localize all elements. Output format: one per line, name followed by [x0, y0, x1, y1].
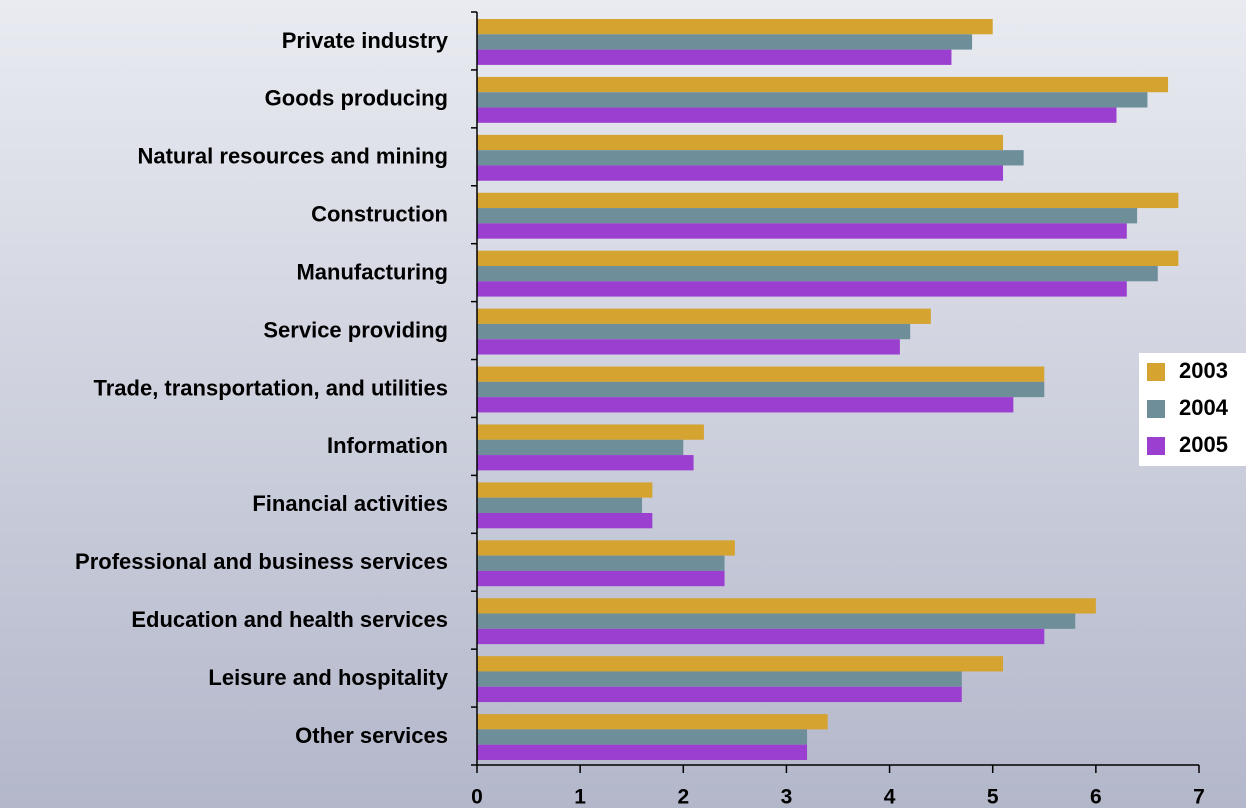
bar: [477, 107, 1117, 123]
y-tick-label: Other services: [295, 723, 448, 748]
bar: [477, 628, 1045, 645]
bar: [477, 208, 1138, 224]
bar: [477, 223, 1127, 239]
bar: [477, 455, 694, 471]
bar: [477, 339, 900, 355]
legend-label: 2003: [1179, 358, 1228, 383]
bar: [477, 134, 1004, 151]
x-tick-label: 7: [1193, 786, 1205, 808]
y-tick-label: Natural resources and mining: [137, 144, 448, 169]
bar: [477, 439, 684, 456]
bar: [477, 613, 1076, 629]
bar: [477, 250, 1179, 266]
bar: [477, 381, 1045, 398]
legend-swatch: [1147, 437, 1165, 455]
bar: [477, 308, 931, 324]
bar: [477, 497, 643, 513]
bar: [477, 686, 962, 703]
bar: [477, 323, 911, 340]
bar: [477, 192, 1179, 209]
x-tick-label: 1: [574, 786, 586, 808]
bar: [477, 281, 1127, 297]
bar: [477, 265, 1158, 282]
x-tick-label: 5: [987, 786, 999, 808]
bar: [477, 482, 653, 498]
bar: [477, 19, 993, 35]
legend-label: 2005: [1179, 432, 1228, 457]
bar: [477, 555, 725, 571]
y-tick-label: Manufacturing: [296, 259, 448, 284]
bar: [477, 76, 1169, 93]
legend-swatch: [1147, 363, 1165, 381]
bar: [477, 729, 808, 745]
y-tick-label: Construction: [311, 202, 448, 227]
bar: [477, 570, 725, 587]
bar: [477, 366, 1045, 382]
bar: [477, 92, 1148, 108]
bar: [477, 150, 1024, 166]
bar: [477, 671, 962, 687]
x-tick-label: 6: [1090, 786, 1102, 808]
bar: [477, 397, 1014, 413]
legend-label: 2004: [1179, 395, 1229, 420]
y-tick-label: Goods producing: [265, 86, 448, 111]
bar: [477, 540, 735, 556]
bar: [477, 512, 653, 529]
x-tick-label: 4: [884, 786, 896, 808]
bar: [477, 656, 1004, 672]
bar: [477, 424, 704, 440]
x-tick-label: 2: [677, 786, 689, 808]
bar: [477, 598, 1096, 614]
y-tick-label: Information: [327, 433, 448, 458]
y-tick-label: Trade, transportation, and utilities: [94, 375, 449, 400]
y-tick-label: Education and health services: [131, 607, 448, 632]
x-tick-label: 0: [471, 786, 483, 808]
y-tick-label: Private industry: [282, 28, 449, 53]
bar: [477, 165, 1004, 181]
y-tick-label: Leisure and hospitality: [208, 665, 448, 690]
bar: [477, 714, 828, 730]
bar: [477, 744, 808, 760]
bar: [477, 34, 973, 50]
y-tick-label: Service providing: [263, 317, 448, 342]
legend-swatch: [1147, 400, 1165, 418]
y-tick-label: Professional and business services: [75, 549, 448, 574]
bar: [477, 49, 952, 65]
x-tick-label: 3: [781, 786, 793, 808]
y-tick-label: Financial activities: [252, 491, 448, 516]
